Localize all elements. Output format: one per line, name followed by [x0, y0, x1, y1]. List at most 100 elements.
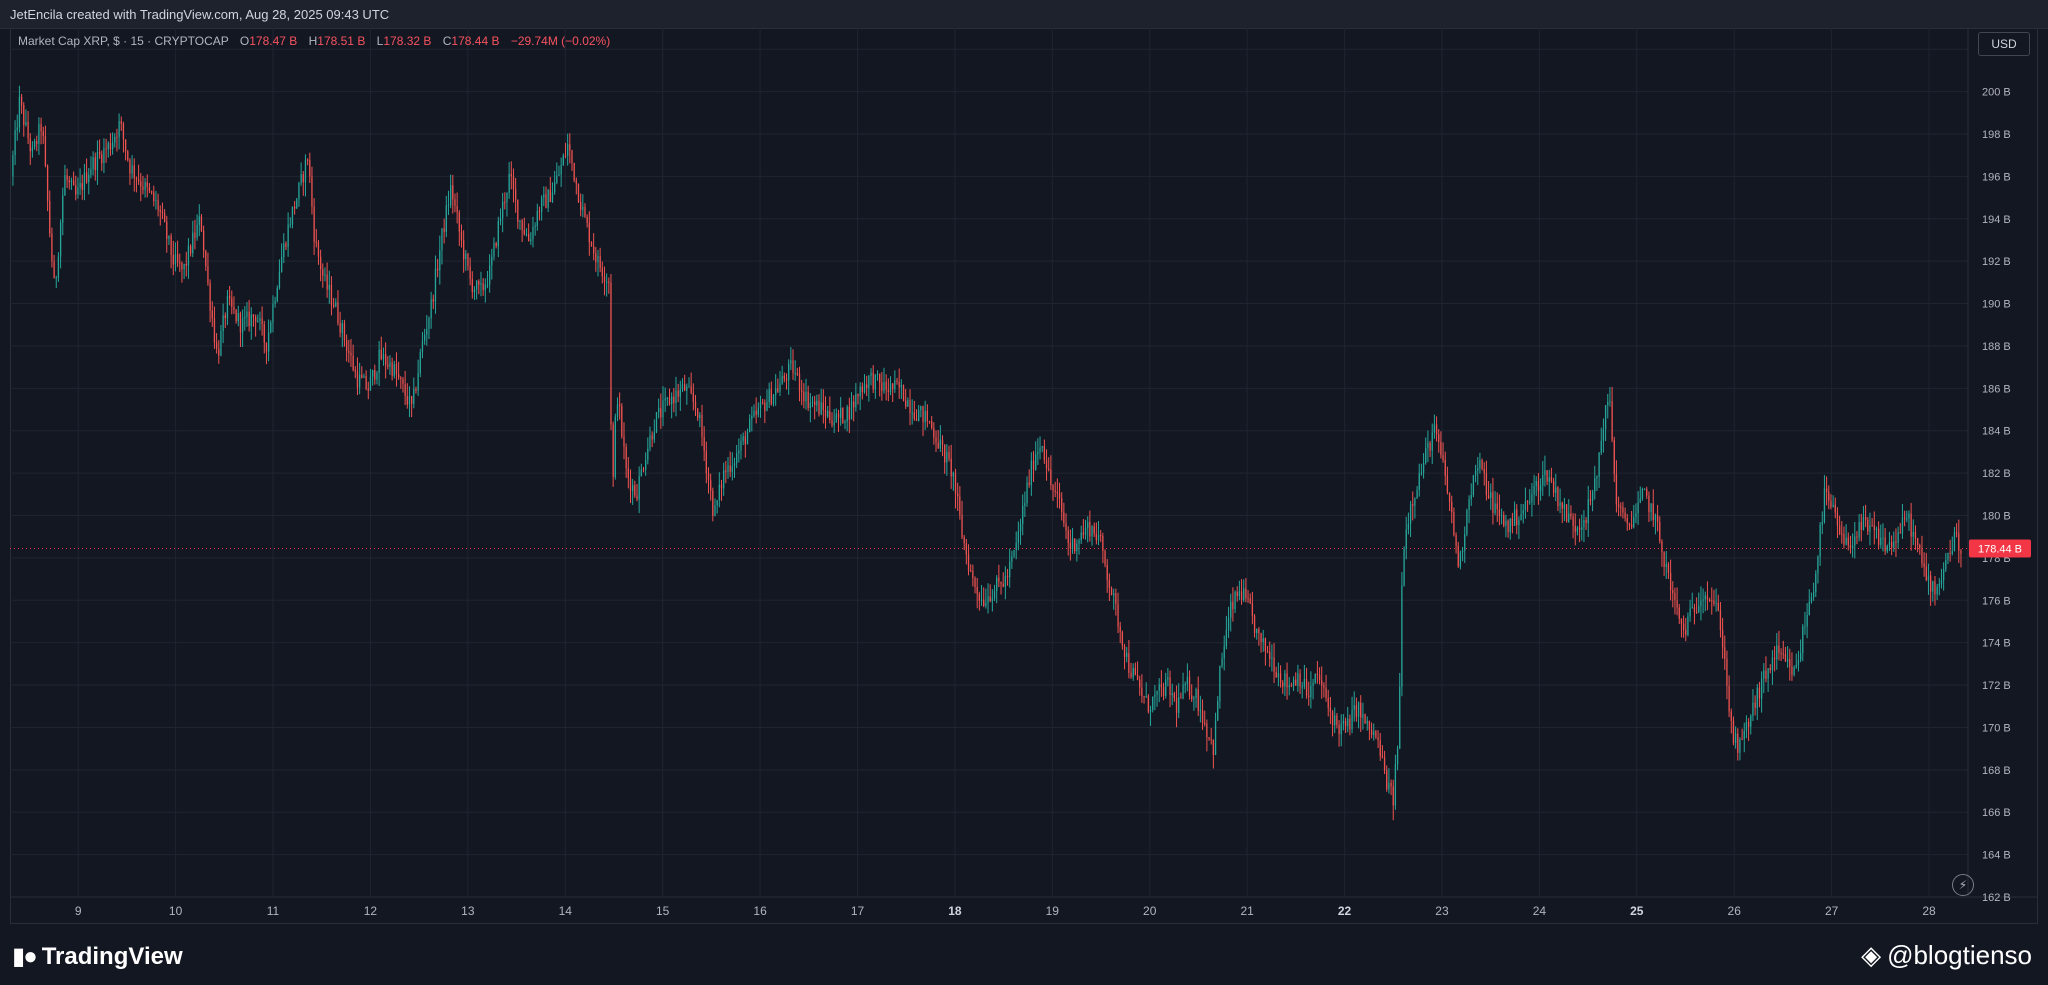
candle-body: [1466, 510, 1468, 535]
candle: [148, 183, 151, 194]
candle-body: [768, 389, 770, 403]
candle: [33, 138, 36, 150]
candle-body: [1130, 672, 1132, 678]
candle-body: [1347, 718, 1349, 726]
candle: [202, 225, 205, 258]
candle: [1182, 672, 1184, 700]
candle: [244, 306, 246, 331]
candle-body: [304, 159, 307, 183]
candle-body: [107, 143, 109, 150]
candle-body: [1724, 647, 1726, 659]
candle: [1082, 519, 1085, 539]
candle-body: [1230, 601, 1232, 618]
candle: [1847, 532, 1849, 551]
candle-body: [1609, 401, 1611, 403]
candle: [632, 478, 634, 505]
candle: [1637, 491, 1639, 525]
candle: [534, 222, 536, 236]
candle: [1210, 728, 1212, 745]
candle: [350, 339, 352, 367]
candle-body: [1936, 586, 1938, 595]
candle: [684, 374, 686, 392]
candle-body: [1494, 503, 1496, 513]
candle: [1654, 513, 1657, 535]
candle-body: [1173, 693, 1176, 698]
candle: [170, 233, 172, 269]
candle-body: [213, 318, 216, 343]
candle-body: [1812, 592, 1815, 598]
candle: [393, 360, 395, 379]
candle-body: [601, 268, 603, 277]
candle-body: [985, 602, 987, 606]
candle: [1147, 694, 1150, 714]
chart-frame[interactable]: [10, 28, 2038, 924]
candle-body: [456, 205, 458, 213]
candle: [1927, 563, 1930, 595]
currency-button[interactable]: USD: [1978, 32, 2030, 56]
candle-body: [252, 314, 255, 317]
candle-body: [1888, 542, 1891, 546]
candle-body: [1438, 434, 1440, 442]
y-tick-label: 176 B: [1982, 595, 2011, 607]
candle-body: [996, 577, 998, 592]
footer: ▮● TradingView ◈ @blogtienso: [0, 924, 2048, 985]
candle: [343, 319, 346, 347]
candle: [1793, 665, 1795, 677]
candle-body: [1604, 405, 1607, 430]
candle-body: [246, 311, 248, 317]
candle: [150, 190, 153, 195]
x-tick-label: 15: [656, 904, 670, 918]
candle: [1507, 519, 1509, 538]
candle: [1535, 476, 1537, 497]
candle: [155, 190, 157, 210]
candle-body: [885, 381, 887, 390]
legend-open-label: O: [239, 34, 250, 48]
candle-body: [140, 181, 142, 187]
candle: [51, 227, 53, 268]
candle-body: [909, 400, 911, 413]
candle: [1520, 503, 1522, 521]
candle-body: [1115, 593, 1117, 604]
candle: [311, 166, 313, 215]
candle: [1581, 514, 1583, 541]
candle-body: [805, 391, 807, 402]
candle: [140, 172, 142, 202]
tradingview-brand[interactable]: ▮● TradingView: [12, 942, 183, 971]
candle-body: [280, 256, 283, 272]
candle: [1500, 508, 1503, 525]
candle: [976, 577, 978, 609]
candle: [1479, 452, 1481, 474]
candle: [1006, 568, 1009, 586]
candle: [768, 382, 770, 409]
candle-body: [317, 242, 320, 257]
lightning-icon[interactable]: ⚡: [1952, 874, 1974, 896]
candle-body: [1329, 707, 1332, 712]
candle: [239, 311, 242, 348]
candle: [1110, 586, 1113, 596]
candle: [296, 197, 298, 210]
candle-body: [1383, 757, 1386, 771]
x-tick-label: 9: [75, 904, 82, 918]
candle: [779, 370, 781, 397]
candle-body: [989, 596, 991, 602]
candle-body: [900, 385, 903, 388]
candle: [467, 252, 469, 271]
candle-body: [488, 265, 491, 285]
candle: [29, 133, 31, 165]
candle: [1622, 501, 1624, 519]
candle: [1308, 681, 1310, 706]
candle-body: [1312, 682, 1314, 686]
candle-body: [1531, 494, 1533, 502]
candle-body: [410, 396, 413, 404]
candle: [1401, 572, 1403, 697]
candle-body: [1825, 488, 1828, 492]
candle-body: [1650, 503, 1652, 513]
candle-body: [482, 283, 484, 291]
candle: [40, 117, 42, 145]
candle: [408, 386, 411, 418]
candle-body: [159, 210, 161, 212]
candle-body: [1490, 492, 1492, 499]
candle: [1132, 663, 1134, 681]
candle: [811, 396, 814, 408]
